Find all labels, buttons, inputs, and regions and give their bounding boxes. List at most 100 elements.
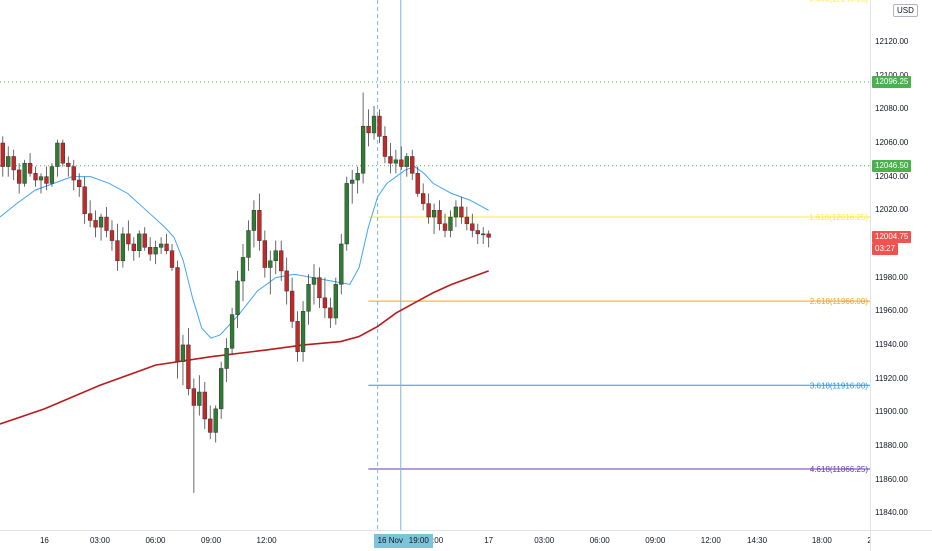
candle-58 bbox=[317, 267, 322, 308]
candle-67 bbox=[366, 109, 371, 147]
candle-62 bbox=[339, 233, 344, 295]
candle-body-60 bbox=[328, 307, 333, 319]
candle-24 bbox=[131, 237, 136, 261]
price-tick-label: 11960.00 bbox=[875, 306, 908, 316]
price-tick-label: 12040.00 bbox=[875, 171, 909, 181]
candle-31 bbox=[169, 243, 175, 271]
candle-21 bbox=[115, 223, 120, 271]
candle-27 bbox=[148, 237, 153, 261]
candle-68 bbox=[371, 106, 377, 140]
candle-body-72 bbox=[393, 159, 399, 164]
candle-25 bbox=[137, 230, 142, 258]
candle-body-59 bbox=[322, 297, 328, 309]
candle-body-17 bbox=[93, 220, 98, 228]
candle-body-80 bbox=[437, 210, 442, 225]
fib-level-label-4: 4.618(11866.25) bbox=[810, 465, 868, 474]
candle-body-45 bbox=[246, 230, 251, 258]
candle-body-83 bbox=[453, 206, 459, 218]
candle-body-39 bbox=[213, 408, 218, 433]
candle-64 bbox=[350, 169, 355, 204]
candle-body-12 bbox=[66, 162, 71, 167]
candle-body-75 bbox=[410, 156, 415, 174]
candle-body-26 bbox=[142, 233, 147, 248]
candle-37 bbox=[202, 381, 207, 430]
candle-body-73 bbox=[399, 159, 404, 167]
candle-body-0 bbox=[0, 142, 5, 167]
candle-body-10 bbox=[55, 142, 60, 167]
candle-3 bbox=[16, 163, 22, 194]
candle-body-55 bbox=[300, 311, 306, 352]
candle-body-53 bbox=[289, 290, 295, 322]
candle-83 bbox=[453, 200, 459, 228]
fib-level-label-2: 2.618(11966.00) bbox=[810, 297, 868, 306]
candle-39 bbox=[213, 405, 218, 443]
candle-body-65 bbox=[355, 173, 360, 181]
candle-body-3 bbox=[16, 169, 22, 184]
candle-42 bbox=[229, 307, 235, 356]
candle-28 bbox=[153, 240, 158, 265]
price-axis[interactable]: USD 11840.00 11860.00 11880.00 11900.00 1192… bbox=[870, 0, 932, 530]
candle-body-43 bbox=[235, 280, 240, 315]
price-tick-label: 11900.00 bbox=[875, 407, 908, 417]
candle-body-89 bbox=[486, 233, 491, 238]
candle-78 bbox=[426, 193, 431, 224]
candle-56 bbox=[306, 274, 311, 325]
time-tick-label: 06:00 bbox=[145, 536, 166, 545]
price-chart-plot[interactable]: 0.000(12146.25) 1.618(12016.25) 2.618(1196… bbox=[0, 0, 870, 530]
time-axis[interactable]: 16 03:00 06:00 09:00 12:00 21:00 17 03:00 06:00 0… bbox=[0, 530, 887, 551]
candle-40 bbox=[218, 361, 224, 419]
crosshair-time-label: 19:00 bbox=[404, 534, 433, 548]
candle-50 bbox=[273, 240, 278, 275]
candle-body-33 bbox=[180, 344, 186, 362]
candle-41 bbox=[224, 338, 229, 382]
price-tick-label: 11920.00 bbox=[875, 373, 908, 383]
candle-9 bbox=[49, 163, 55, 187]
candle-5 bbox=[27, 153, 33, 177]
candle-51 bbox=[279, 240, 284, 281]
candle-body-35 bbox=[191, 388, 197, 406]
candle-89 bbox=[486, 230, 491, 248]
candle-16 bbox=[87, 200, 93, 228]
candle-body-76 bbox=[415, 173, 420, 194]
candle-1 bbox=[6, 146, 11, 177]
candle-body-13 bbox=[71, 166, 76, 181]
candle-body-30 bbox=[164, 243, 169, 251]
candle-66 bbox=[360, 92, 366, 184]
candle-85 bbox=[464, 206, 470, 231]
price-tick-label: 12100.00 bbox=[875, 71, 908, 80]
candle-body-18 bbox=[98, 216, 104, 228]
candle-body-57 bbox=[311, 277, 317, 285]
candle-body-38 bbox=[208, 418, 213, 433]
candle-body-71 bbox=[388, 156, 393, 164]
candle-body-49 bbox=[268, 260, 273, 268]
time-tick-label: 03:00 bbox=[89, 536, 110, 545]
price-tick-label: 11860.00 bbox=[875, 474, 908, 484]
candle-body-69 bbox=[377, 115, 382, 137]
candle-43 bbox=[235, 270, 240, 329]
candle-body-8 bbox=[44, 176, 49, 184]
candle-body-6 bbox=[33, 173, 38, 181]
time-tick-label: 16 bbox=[39, 536, 49, 545]
time-tick-label: 03:00 bbox=[534, 536, 555, 545]
time-tick-label: 17 bbox=[484, 536, 494, 545]
level-price-label-0: 12096.25 bbox=[872, 76, 912, 89]
time-tick-label: 14:30 bbox=[747, 536, 768, 545]
candle-86 bbox=[470, 213, 475, 238]
candle-body-40 bbox=[218, 368, 224, 410]
candle-88 bbox=[481, 227, 486, 244]
price-tick-label: 11980.00 bbox=[875, 272, 908, 282]
fast-moving-average-line bbox=[0, 166, 489, 339]
candle-10 bbox=[55, 139, 60, 177]
candle-57 bbox=[311, 264, 317, 305]
candle-body-87 bbox=[475, 230, 480, 235]
candle-71 bbox=[388, 143, 393, 174]
candle-body-47 bbox=[257, 210, 262, 241]
candle-18 bbox=[98, 213, 104, 241]
candle-38 bbox=[208, 405, 213, 440]
time-tick-label: 09:00 bbox=[201, 536, 222, 545]
candle-body-84 bbox=[459, 206, 464, 218]
candle-body-1 bbox=[6, 156, 11, 167]
candle-body-27 bbox=[148, 247, 153, 255]
currency-badge[interactable]: USD bbox=[893, 4, 918, 17]
candle-body-56 bbox=[306, 284, 311, 312]
